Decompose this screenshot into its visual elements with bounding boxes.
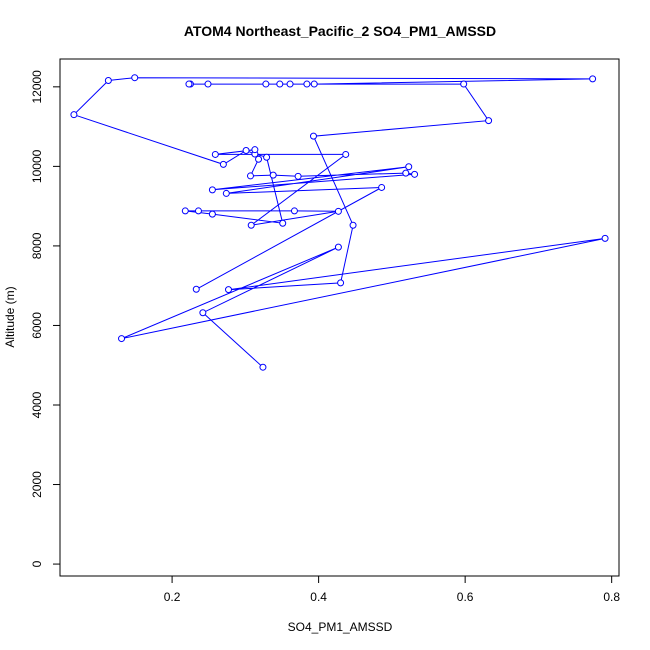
data-point [246, 172, 254, 180]
x-tick-label: 0.8 [603, 590, 620, 604]
data-point [303, 80, 311, 88]
y-tick-label: 0 [30, 560, 44, 567]
data-point [199, 309, 207, 317]
data-point [269, 171, 277, 179]
data-point [259, 363, 267, 371]
data-point [104, 76, 112, 84]
y-tick-label: 10000 [30, 149, 44, 183]
data-point [378, 183, 386, 191]
data-point [225, 286, 233, 294]
data-point [337, 279, 345, 287]
data-point [211, 150, 219, 158]
data-point [290, 207, 298, 215]
data-point [601, 234, 609, 242]
data-point [219, 160, 227, 168]
data-point [208, 210, 216, 218]
x-tick-label: 0.6 [457, 590, 474, 604]
x-axis: 0.2 0.4 0.6 0.8 [164, 575, 620, 604]
data-point [405, 163, 413, 171]
data-point [342, 150, 350, 158]
data-point [247, 221, 255, 229]
data-point [262, 80, 270, 88]
data-point [276, 80, 284, 88]
data-point [334, 243, 342, 251]
y-tick-label: 2000 [30, 471, 44, 498]
y-tick-label: 12000 [30, 70, 44, 104]
data-point [485, 117, 493, 125]
data-point [460, 80, 468, 88]
y-tick-label: 8000 [30, 232, 44, 259]
data-point [411, 170, 419, 178]
data-point [185, 80, 193, 88]
data-point [402, 169, 410, 177]
data-point [131, 74, 139, 82]
data-point [294, 172, 302, 180]
y-axis-label: Altitude (m) [3, 286, 17, 347]
x-tick-label: 0.4 [310, 590, 327, 604]
data-point [181, 207, 189, 215]
y-tick-label: 6000 [30, 312, 44, 339]
series-line [72, 77, 606, 368]
data-point [242, 146, 250, 154]
data-point [208, 186, 216, 194]
data-point [70, 111, 78, 119]
x-axis-label: SO4_PM1_AMSSD [288, 620, 393, 634]
data-point [279, 219, 287, 227]
data-point [204, 80, 212, 88]
y-tick-label: 4000 [30, 391, 44, 418]
data-point [255, 155, 263, 163]
data-point [309, 132, 317, 140]
data-point [192, 285, 200, 293]
data-point [263, 153, 271, 161]
data-point [310, 80, 318, 88]
data-point [118, 335, 126, 343]
data-point [286, 80, 294, 88]
data-point [194, 207, 202, 215]
data-point [334, 207, 342, 215]
data-point [589, 75, 597, 83]
x-tick-label: 0.2 [164, 590, 181, 604]
data-point [251, 146, 259, 154]
data-point [222, 189, 230, 197]
plot-area [59, 58, 620, 577]
series-layer [70, 74, 609, 371]
chart-title: ATOM4 Northeast_Pacific_2 SO4_PM1_AMSSD [184, 23, 496, 39]
y-axis: 0 2000 4000 6000 8000 10000 12000 [30, 70, 61, 567]
data-point [349, 221, 357, 229]
